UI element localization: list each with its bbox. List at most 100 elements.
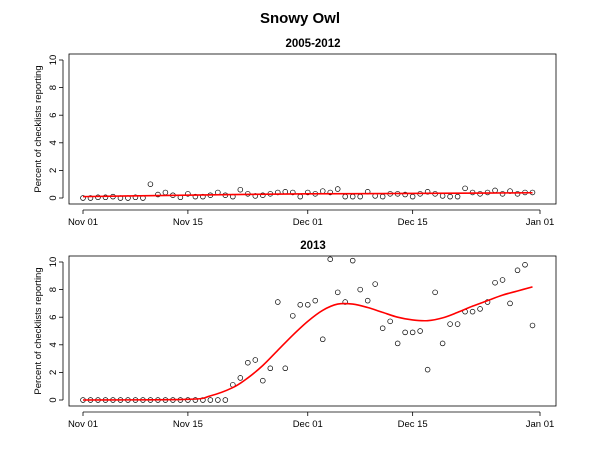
y-tick-label: 10 [48, 55, 59, 66]
data-point [147, 181, 154, 187]
data-point [245, 359, 251, 366]
data-point [282, 365, 289, 372]
panel-title: 2005-2012 [286, 38, 341, 50]
data-point [424, 189, 431, 195]
data-point [327, 189, 333, 196]
x-tick-label: Nov 01 [68, 419, 98, 430]
data-point [439, 340, 446, 347]
data-point [402, 191, 408, 198]
y-tick-label: 10 [48, 257, 59, 268]
data-point [349, 193, 356, 200]
plot-frame [68, 255, 557, 407]
x-tick-label: Dec 01 [293, 217, 323, 228]
data-point [222, 397, 229, 403]
data-point [402, 329, 408, 336]
data-point [447, 193, 453, 200]
data-point [267, 365, 274, 372]
data-point [237, 375, 244, 381]
data-point [334, 186, 341, 192]
fit-line [82, 191, 533, 198]
x-tick-label: Jan 01 [526, 217, 555, 228]
data-point [529, 322, 536, 329]
x-tick-label: Dec 01 [293, 419, 323, 430]
data-point [379, 193, 386, 200]
data-point [394, 340, 401, 347]
data-point [409, 329, 416, 336]
smoothed-trend [82, 286, 533, 401]
data-point [275, 299, 281, 305]
data-point [297, 302, 304, 308]
data-point [462, 185, 468, 192]
data-point [290, 189, 296, 196]
data-point [305, 302, 311, 308]
data-point [252, 357, 259, 363]
data-point [514, 191, 521, 197]
data-point [342, 193, 348, 200]
data-point [454, 321, 461, 327]
smoothed-trend [82, 191, 533, 198]
data-point [492, 187, 498, 194]
data-point [290, 313, 296, 319]
data-point [80, 195, 86, 201]
axis-ticks: 0 2 4 6 8 10 Nov 01 Nov 15 Dec 01 Dec 15 Jan 01 [48, 55, 554, 228]
data-point [492, 279, 498, 286]
x-tick-label: Jan 01 [526, 419, 555, 430]
data-point [297, 193, 304, 200]
scatter-points [80, 256, 536, 403]
data-point [207, 397, 214, 403]
y-tick-label: 8 [48, 85, 59, 90]
data-point [357, 286, 363, 293]
axis-ticks: 0 2 4 6 8 10 Nov 01 Nov 15 Dec 01 Dec 15 Jan 01 [48, 257, 554, 430]
data-point [507, 300, 513, 307]
data-point [439, 193, 446, 199]
plot-frame [68, 53, 557, 205]
data-point [357, 193, 363, 200]
y-tick-label: 6 [48, 315, 59, 320]
y-tick-label: 4 [48, 140, 59, 145]
data-point [215, 397, 221, 403]
data-point [379, 325, 386, 331]
y-axis-label: Percent of checklists reporting [33, 65, 44, 192]
data-point [185, 191, 191, 197]
data-point [514, 267, 521, 274]
y-tick-label: 2 [48, 370, 59, 375]
y-tick-label: 2 [48, 168, 59, 173]
y-tick-label: 0 [48, 195, 59, 200]
data-point [327, 256, 333, 262]
x-tick-label: Nov 15 [173, 419, 203, 430]
panel-2013: 2013 Percent of checklists reporting 0 2 4… [33, 240, 557, 430]
data-point [305, 189, 311, 196]
data-point [349, 257, 356, 264]
data-point [237, 186, 244, 193]
panel-2005-2012: 2005-2012 Percent of checklists reportin… [33, 38, 557, 228]
data-point [260, 377, 266, 384]
panel-title: 2013 [300, 240, 326, 252]
data-point [364, 297, 371, 304]
fit-line [82, 286, 533, 401]
data-point [260, 192, 266, 198]
data-point [417, 328, 423, 334]
data-point [477, 191, 483, 197]
x-tick-label: Nov 15 [173, 217, 203, 228]
data-point [192, 397, 199, 403]
chart-title: Snowy Owl [260, 10, 340, 27]
data-point [312, 297, 318, 304]
data-point [372, 281, 378, 287]
data-point [334, 289, 341, 296]
data-point [132, 194, 139, 201]
data-point [192, 193, 199, 200]
data-point [447, 321, 453, 327]
y-tick-label: 4 [48, 342, 59, 347]
data-point [162, 189, 169, 196]
data-point [342, 299, 348, 305]
data-point [387, 318, 393, 325]
data-point [432, 289, 438, 296]
data-point [95, 194, 101, 201]
data-point [499, 277, 506, 283]
data-point [409, 193, 416, 200]
y-tick-label: 0 [48, 397, 59, 402]
scatter-points [80, 181, 536, 201]
data-point [477, 306, 483, 312]
y-tick-label: 6 [48, 113, 59, 118]
